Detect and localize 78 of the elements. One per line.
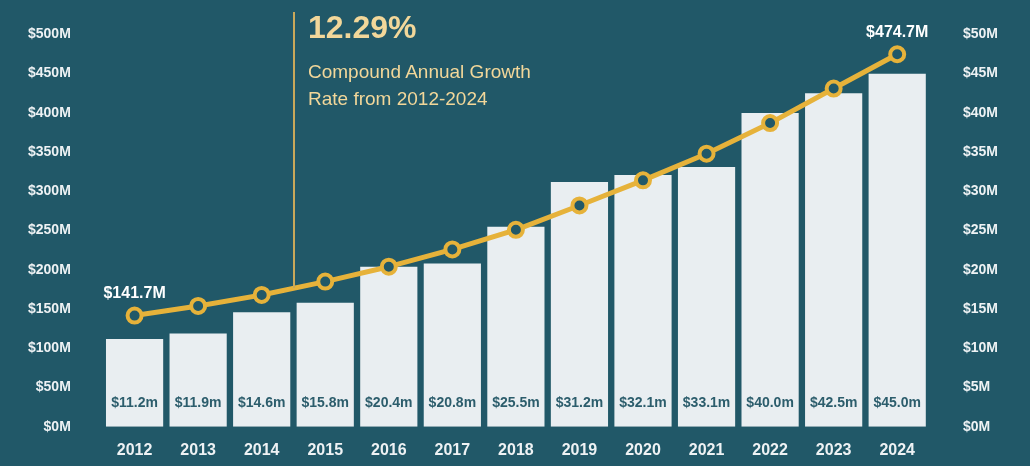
y-tick-label: $150M [27,299,71,316]
y2-tick-label: $35M [962,142,999,159]
data-label: $14.6m [237,393,286,410]
point [634,171,652,190]
x-tick-label: 2023 [815,440,852,458]
point [125,306,144,325]
data-label: $474.7M [866,22,929,40]
point [888,45,907,64]
point [506,220,525,239]
y2-tick-label: $45M [962,64,999,81]
point [570,196,589,215]
x-tick-label: 2020 [625,440,661,458]
point [379,257,398,276]
point [443,240,462,259]
bar [233,312,291,427]
bar [423,263,481,427]
y-tick-label: $100M [27,339,71,356]
bar [614,174,672,427]
point [824,79,843,98]
data-label: $42.5m [809,393,858,410]
annotation: 12.29% [308,8,418,47]
y-tick-label: $400M [27,103,71,120]
y-tick-label: $50M [35,378,71,395]
y-tick-label: $350M [27,142,71,159]
y2-tick-label: $10M [962,339,999,356]
y2-tick-label: $5M [962,378,991,395]
bar [487,226,545,427]
x-tick-label: 2021 [688,440,725,458]
y-tick-label: $250M [27,221,71,238]
y-tick-label: $0M [43,417,71,434]
data-label: $15.8m [301,393,349,410]
y2-tick-label: $15M [962,299,999,316]
bar [550,181,609,427]
data-label: $33.1m [682,393,731,410]
x-tick-label: 2017 [434,440,471,458]
bar [805,93,863,427]
y-tick-label: $200M [27,260,71,277]
annotation: Compound Annual Growth Rate from 2012-2024 [308,60,532,111]
x-tick-label: 2013 [180,440,217,458]
y2-tick-label: $30M [962,182,999,199]
data-label: $40.0m [746,393,794,410]
data-label: $25.5m [492,393,540,410]
point [189,296,208,315]
data-label: $11.2m [111,393,158,410]
bar [296,302,354,427]
point [252,285,271,304]
point [761,114,780,133]
x-tick-label: 2014 [243,440,280,458]
bar [868,73,926,427]
point [697,144,716,163]
data-label: $141.7M [103,284,166,301]
y2-tick-label: $50M [962,25,999,42]
data-label: $45.0m [873,393,921,410]
data-label: $32.1m [619,393,667,410]
x-tick-label: 2024 [879,440,916,458]
y2-tick-label: $40M [962,103,999,120]
y-tick-label: $300M [27,182,71,199]
point [316,272,335,291]
bar [169,333,227,427]
bar [360,266,418,427]
x-tick-label: 2018 [498,440,534,458]
y2-tick-label: $20M [962,260,999,277]
data-label: $31.2m [555,393,604,410]
data-label: $11.9m [174,393,222,410]
y-tick-label: $450M [27,64,71,81]
bar [105,338,164,427]
data-label: $20.4m [365,393,413,410]
x-tick-label: 2015 [307,440,344,458]
bar [741,112,799,427]
x-tick-label: 2022 [752,440,788,458]
data-label: $20.8m [428,393,477,410]
x-tick-label: 2012 [116,440,153,458]
y-tick-label: $500M [27,25,71,42]
x-tick-label: 2019 [561,440,598,458]
y2-tick-label: $25M [962,221,999,238]
y2-tick-label: $0M [962,417,991,434]
bar [677,167,736,427]
x-tick-label: 2016 [370,440,407,458]
